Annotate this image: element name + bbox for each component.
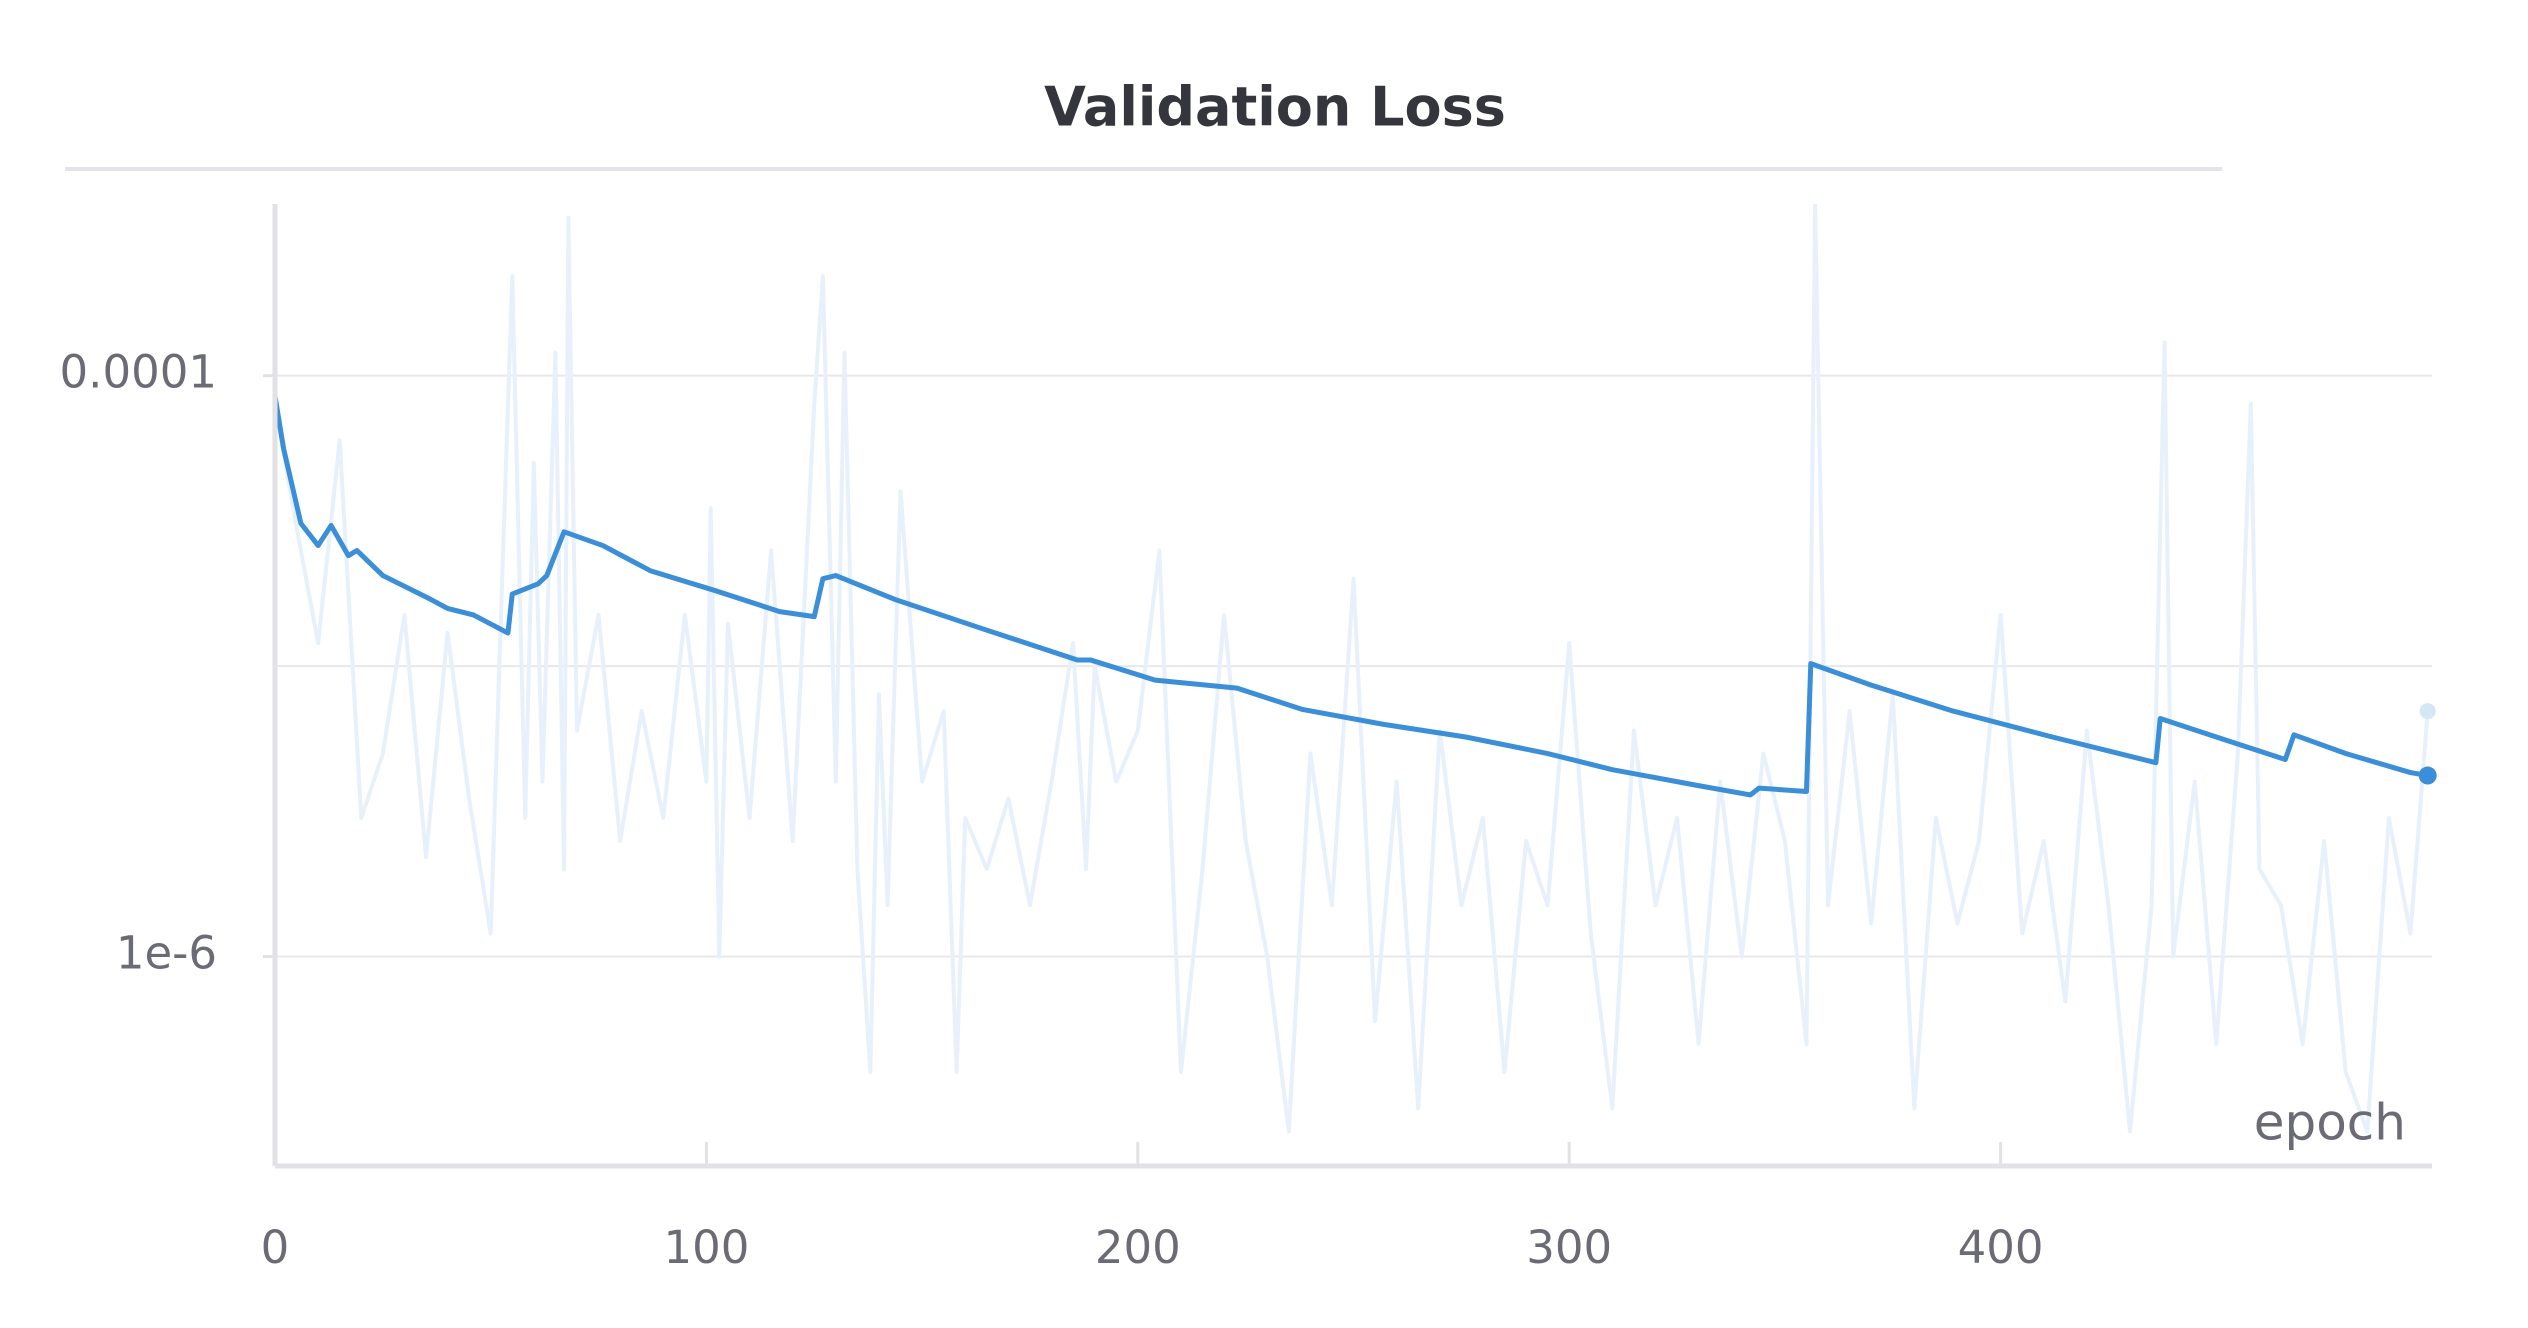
end-dot xyxy=(2418,766,2437,785)
x-tick-label: 100 xyxy=(663,1221,749,1274)
y-tick-label: 1e-6 xyxy=(116,927,217,980)
axes: 0.0001 1e-6 0 100 200 300 400 epoch xyxy=(60,204,2437,1274)
end-dot xyxy=(2419,703,2436,720)
plot-area xyxy=(275,204,2430,1134)
x-tick-label: 400 xyxy=(1958,1221,2044,1274)
y-tick-label: 0.0001 xyxy=(60,346,217,399)
series-line xyxy=(275,204,2430,1134)
x-tick-label: 200 xyxy=(1095,1221,1181,1274)
chart-title: Validation Loss xyxy=(1044,76,1506,139)
x-tick-label: 300 xyxy=(1526,1221,1612,1274)
x-tick-label: 0 xyxy=(261,1221,290,1274)
series-line xyxy=(275,395,2429,798)
grid xyxy=(275,374,2432,958)
x-axis-label: epoch xyxy=(2254,1094,2406,1152)
